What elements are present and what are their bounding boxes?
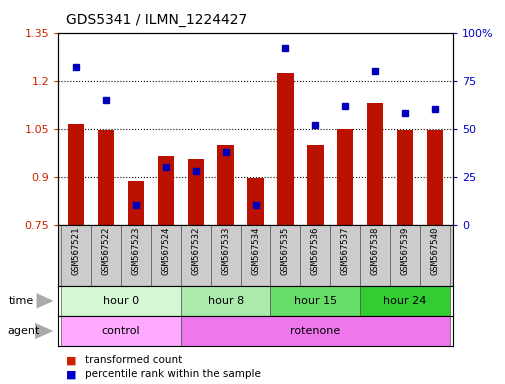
Text: ■: ■	[66, 369, 76, 379]
Text: GSM567523: GSM567523	[131, 227, 140, 275]
Text: ■: ■	[66, 355, 76, 365]
Text: GSM567534: GSM567534	[250, 227, 260, 275]
Bar	[127, 182, 144, 225]
Text: GSM567536: GSM567536	[310, 227, 319, 275]
Bar	[210, 225, 240, 286]
Bar	[330, 225, 360, 286]
Bar	[300, 225, 330, 286]
Text: rotenone: rotenone	[290, 326, 340, 336]
Bar	[240, 225, 270, 286]
Bar	[150, 225, 180, 286]
Text: control: control	[102, 326, 140, 336]
Bar	[180, 316, 449, 346]
Bar	[121, 225, 150, 286]
Bar	[180, 225, 210, 286]
Bar	[91, 225, 121, 286]
Polygon shape	[35, 323, 54, 339]
Bar	[389, 225, 419, 286]
Text: transformed count: transformed count	[85, 355, 182, 365]
Bar	[277, 73, 293, 225]
Bar	[360, 225, 389, 286]
Bar	[366, 103, 383, 225]
Bar	[61, 286, 180, 316]
Bar	[360, 286, 449, 316]
Bar	[68, 124, 84, 225]
Bar	[396, 130, 413, 225]
Bar	[61, 316, 180, 346]
Bar	[419, 225, 449, 286]
Text: GSM567540: GSM567540	[430, 227, 438, 275]
Text: hour 8: hour 8	[207, 296, 243, 306]
Text: GSM567539: GSM567539	[400, 227, 409, 275]
Text: time: time	[9, 296, 34, 306]
Text: GSM567533: GSM567533	[221, 227, 230, 275]
Bar	[247, 178, 263, 225]
Bar	[426, 130, 442, 225]
Bar	[97, 130, 114, 225]
Bar	[187, 159, 204, 225]
Bar	[61, 225, 91, 286]
Bar	[217, 145, 233, 225]
Text: GSM567522: GSM567522	[102, 227, 110, 275]
Bar	[307, 145, 323, 225]
Text: GSM567537: GSM567537	[340, 227, 349, 275]
Polygon shape	[36, 293, 54, 309]
Text: agent: agent	[8, 326, 40, 336]
Bar	[180, 286, 270, 316]
Text: GSM567521: GSM567521	[72, 227, 80, 275]
Bar	[336, 129, 353, 225]
Text: GSM567524: GSM567524	[161, 227, 170, 275]
Text: hour 0: hour 0	[103, 296, 139, 306]
Text: hour 15: hour 15	[293, 296, 336, 306]
Bar	[157, 156, 174, 225]
Text: GSM567535: GSM567535	[280, 227, 289, 275]
Bar	[270, 286, 360, 316]
Text: hour 24: hour 24	[383, 296, 426, 306]
Bar	[270, 225, 300, 286]
Text: GDS5341 / ILMN_1224427: GDS5341 / ILMN_1224427	[66, 13, 246, 27]
Text: GSM567538: GSM567538	[370, 227, 379, 275]
Text: percentile rank within the sample: percentile rank within the sample	[85, 369, 261, 379]
Text: GSM567532: GSM567532	[191, 227, 200, 275]
